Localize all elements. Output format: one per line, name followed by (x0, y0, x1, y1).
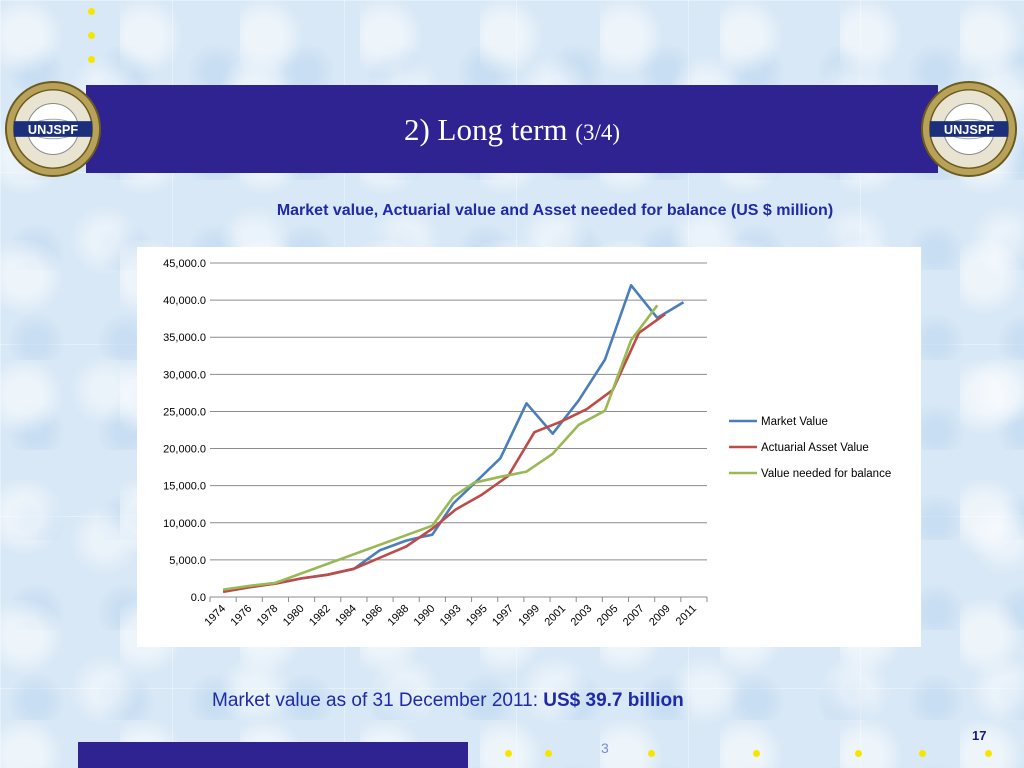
bullet-dot (505, 750, 512, 757)
y-tick-label: 20,000.0 (163, 444, 206, 456)
bullet-dot (855, 750, 862, 757)
x-tick-label: 1990 (412, 603, 438, 629)
x-tick-label: 1976 (229, 603, 255, 629)
bullet-dot (919, 750, 926, 757)
legend-label: Value needed for balance (761, 468, 891, 480)
x-tick-label: 2011 (674, 603, 699, 628)
chart-heading: Market value, Actuarial value and Asset … (276, 202, 834, 219)
x-tick-label: 2009 (647, 603, 673, 629)
footer-number: 3 (601, 740, 609, 756)
bullet-dot (545, 750, 552, 757)
x-tick-label: 1974 (202, 603, 228, 629)
y-tick-label: 15,000.0 (163, 481, 206, 493)
bullet-dot (753, 750, 760, 757)
series-line (222, 283, 685, 593)
y-tick-label: 40,000.0 (163, 295, 206, 307)
line-chart: 0.0 5,000.0 10,000.0 15,000.0 20,000.0 25,000… (163, 258, 891, 629)
market-value-caption: Market value as of 31 December 2011: US$… (212, 690, 684, 712)
unjspf-logo-icon: UNJSPF (4, 80, 102, 178)
y-tick-label: 30,000.0 (163, 369, 206, 381)
legend-label: Market Value (761, 416, 828, 428)
caption-prefix: Market value as of 31 December 2011: (212, 690, 544, 711)
x-tick-label: 2001 (542, 603, 568, 629)
x-tick-label: 1986 (359, 603, 385, 629)
page-number: 17 (972, 728, 987, 743)
bullet-dot (88, 56, 95, 63)
logo-text: UNJSPF (28, 122, 78, 137)
y-tick-label: 0.0 (191, 592, 206, 604)
x-tick-label: 1978 (255, 603, 281, 629)
chart-area: 0.0 5,000.0 10,000.0 15,000.0 20,000.0 25,000… (137, 247, 921, 647)
y-tick-label: 35,000.0 (163, 332, 206, 344)
bullet-dot (88, 8, 95, 15)
series-line (222, 313, 666, 594)
bullet-dot (985, 750, 992, 757)
y-tick-label: 45,000.0 (163, 258, 206, 270)
x-tick-label: 1988 (386, 603, 412, 629)
unjspf-logo-icon: UNJSPF (920, 80, 1018, 178)
x-tick-label: 2003 (569, 603, 595, 629)
slide-title: 2) Long term (3/4) (0, 112, 1024, 148)
bullet-dot (648, 750, 655, 757)
y-tick-label: 5,000.0 (169, 555, 206, 567)
x-tick-label: 1980 (281, 603, 307, 629)
legend-label: Actuarial Asset Value (761, 442, 869, 454)
x-tick-label: 2005 (595, 603, 621, 629)
x-tick-label: 1982 (307, 603, 333, 629)
series-line (222, 304, 659, 591)
x-tick-label: 1984 (333, 603, 359, 629)
header-bar (86, 85, 938, 173)
slide-title-sub: (3/4) (575, 120, 621, 145)
bullet-dot (88, 32, 95, 39)
decorative-bullets (88, 8, 102, 80)
x-tick-label: 1993 (438, 603, 464, 629)
x-tick-label: 1997 (490, 603, 516, 629)
footer-bar (78, 742, 468, 768)
slide-title-main: 2) Long term (403, 112, 568, 147)
x-tick-label: 1995 (464, 603, 490, 629)
y-tick-label: 25,000.0 (163, 406, 206, 418)
x-tick-label: 2007 (621, 603, 647, 629)
caption-value: US$ 39.7 billion (543, 690, 684, 711)
y-tick-label: 10,000.0 (163, 518, 206, 530)
logo-text: UNJSPF (944, 122, 994, 137)
x-tick-label: 1999 (516, 603, 542, 629)
